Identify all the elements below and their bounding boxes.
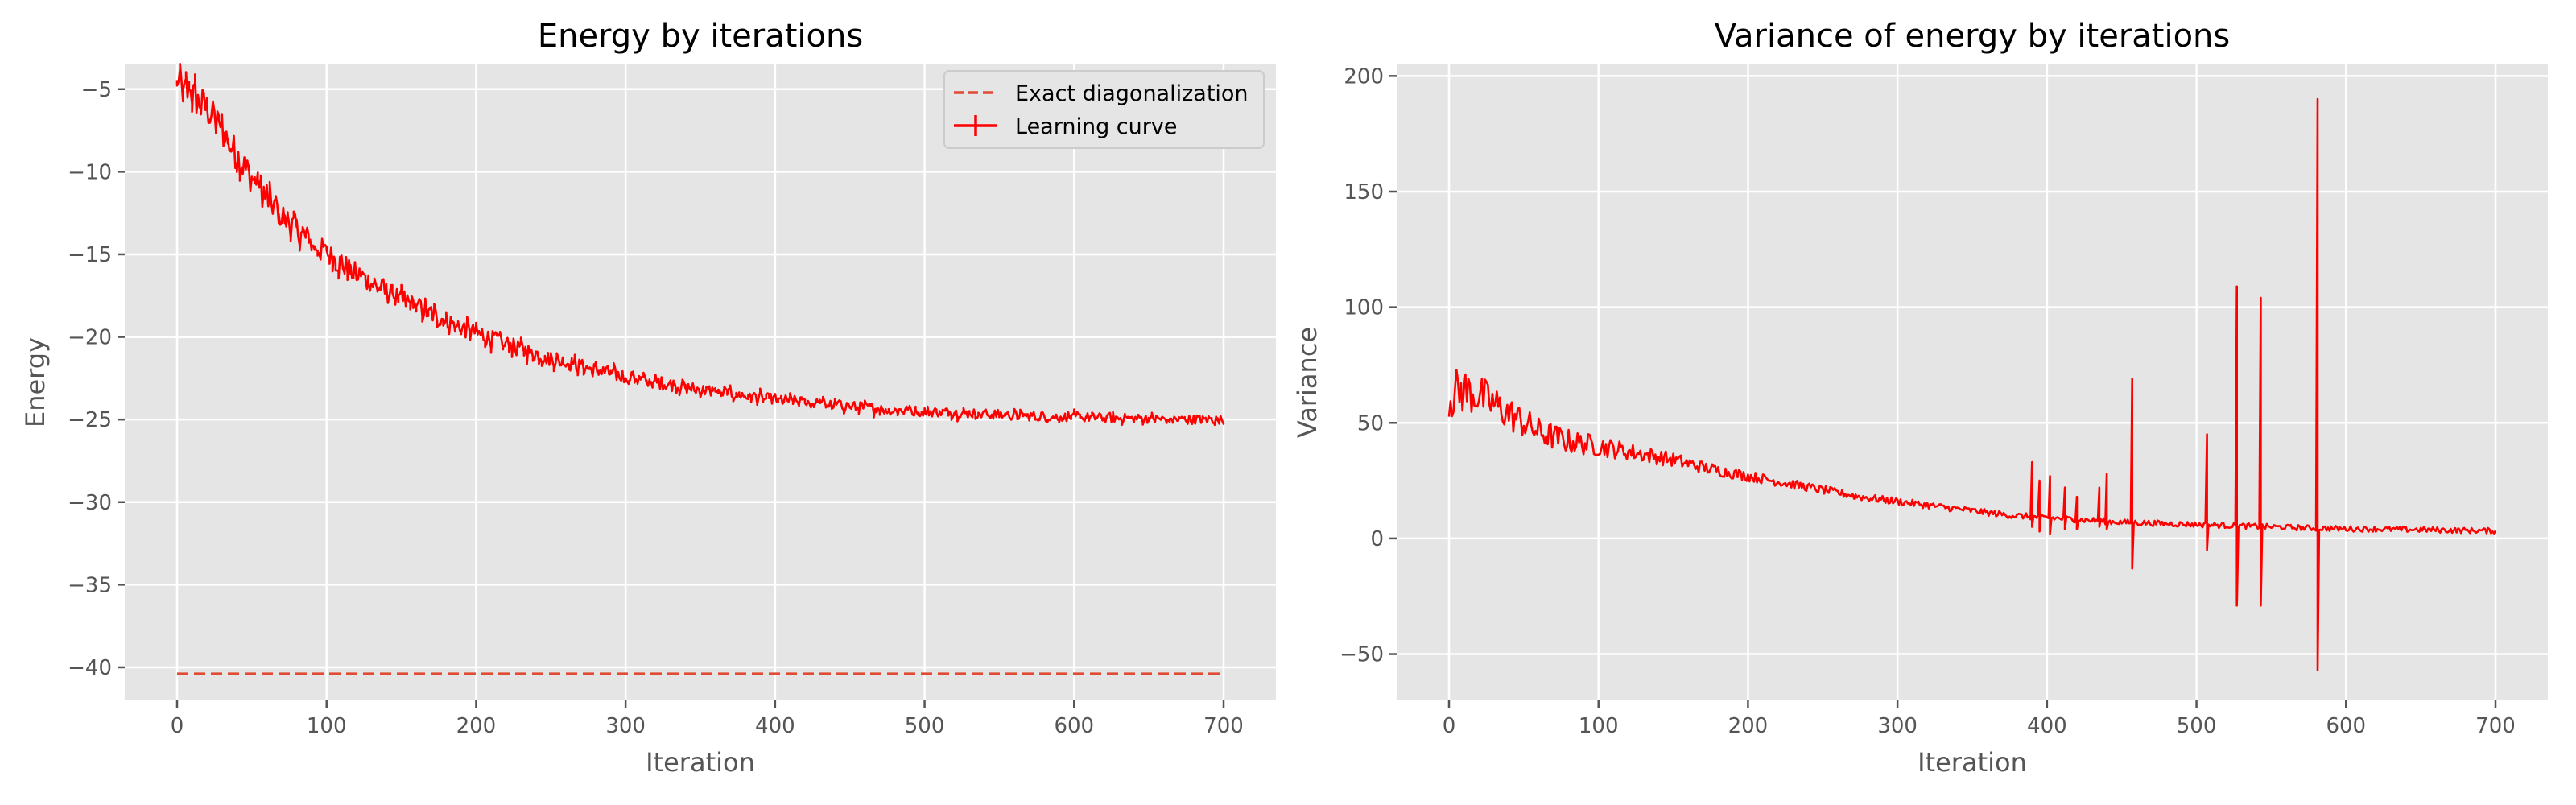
x-tick-label: 200: [1728, 714, 1769, 738]
x-tick-label: 300: [1877, 714, 1918, 738]
x-tick-label: 700: [2475, 714, 2516, 738]
x-tick-label: 600: [2326, 714, 2366, 738]
y-tick-label: 100: [1344, 296, 1384, 320]
chart-title: Energy by iterations: [538, 18, 863, 55]
chart-title: Variance of energy by iterations: [1715, 18, 2230, 55]
legend-label: Exact diagonalization: [1015, 81, 1249, 106]
y-tick-label: 50: [1357, 411, 1384, 436]
x-tick-label: 500: [905, 714, 945, 738]
x-tick-label: 600: [1054, 714, 1094, 738]
series-variance: [1447, 97, 2497, 671]
y-tick-label: −40: [68, 656, 112, 680]
x-axis-label: Iteration: [646, 747, 755, 778]
x-tick-label: 400: [755, 714, 795, 738]
y-tick-label: −5: [81, 78, 112, 102]
x-tick-label: 700: [1203, 714, 1244, 738]
x-tick-label: 0: [1443, 714, 1456, 738]
x-tick-label: 0: [171, 714, 184, 738]
x-tick-label: 300: [605, 714, 646, 738]
y-tick-label: −10: [68, 160, 112, 184]
x-tick-label: 100: [307, 714, 347, 738]
plot-area: [1397, 64, 2548, 700]
x-tick-label: 400: [2027, 714, 2067, 738]
y-tick-label: 150: [1344, 180, 1384, 204]
y-tick-label: 200: [1344, 64, 1384, 89]
y-tick-label: −25: [68, 408, 112, 432]
legend-label: Learning curve: [1015, 114, 1177, 139]
legend: [943, 70, 1265, 149]
y-tick-label: −20: [68, 326, 112, 350]
y-tick-label: −50: [1340, 643, 1384, 667]
x-tick-label: 100: [1579, 714, 1619, 738]
y-tick-label: 0: [1370, 527, 1384, 551]
y-tick-label: −30: [68, 491, 112, 515]
y-tick-label: −15: [68, 243, 112, 267]
y-axis-label: Energy: [20, 337, 51, 427]
y-axis-label: Variance: [1292, 327, 1323, 438]
x-tick-label: 500: [2177, 714, 2217, 738]
series-learning-curve: [175, 62, 1225, 427]
x-tick-label: 200: [456, 714, 497, 738]
variance-chart: 0 100 200 300 400 500 600 700200150100500−50Var…: [1292, 18, 2548, 778]
x-axis-label: Iteration: [1918, 747, 2027, 778]
plot-area: [125, 64, 1276, 700]
energy-chart: 0 100 200 300 400 500 600 700 −5 −10 −15 −20 −25 −30 −…: [20, 18, 1276, 778]
y-tick-label: −35: [68, 573, 112, 597]
